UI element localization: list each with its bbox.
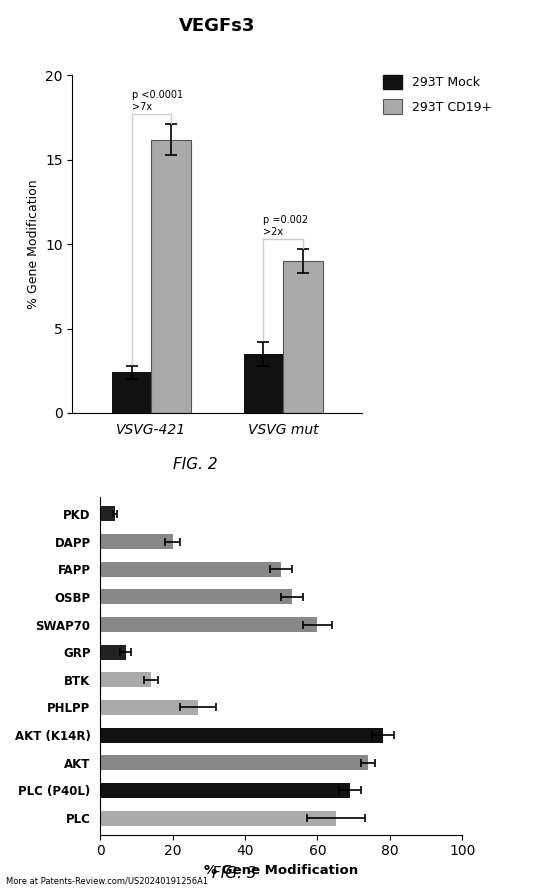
Text: p =0.002
>2x: p =0.002 >2x: [263, 215, 309, 236]
Text: p <0.0001
>7x: p <0.0001 >7x: [131, 91, 183, 112]
Bar: [100, 755, 368, 771]
Bar: [100, 617, 317, 632]
Bar: [100, 561, 281, 577]
Text: More at Patents-Review.com/US20240191256A1: More at Patents-Review.com/US20240191256…: [6, 876, 208, 885]
Bar: [100, 700, 198, 715]
Bar: [243, 354, 283, 413]
Title: VEGFs3: VEGFs3: [179, 17, 256, 35]
Bar: [100, 534, 173, 549]
Legend: 293T Mock, 293T CD19+: 293T Mock, 293T CD19+: [383, 75, 492, 114]
Bar: [112, 372, 152, 413]
Text: FIG. 3: FIG. 3: [212, 866, 256, 881]
Bar: [100, 811, 335, 826]
Bar: [100, 672, 151, 687]
Bar: [100, 783, 350, 798]
Text: FIG. 2: FIG. 2: [173, 457, 217, 472]
X-axis label: % Gene Modification: % Gene Modification: [204, 864, 358, 877]
Bar: [100, 645, 126, 660]
Bar: [283, 261, 323, 413]
Bar: [100, 590, 292, 605]
Y-axis label: % Gene Modification: % Gene Modification: [27, 179, 40, 309]
Bar: [100, 727, 383, 742]
Bar: [100, 506, 115, 521]
Bar: [152, 139, 191, 413]
